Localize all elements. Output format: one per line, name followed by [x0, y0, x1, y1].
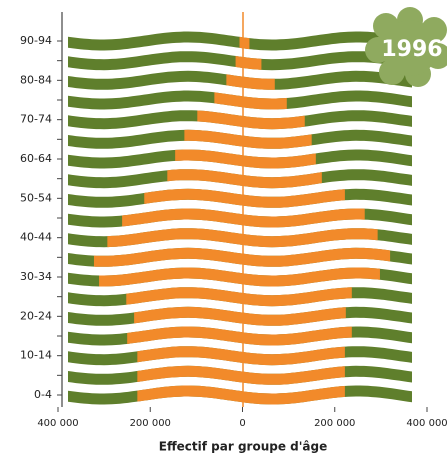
bar: [127, 326, 243, 346]
row: [68, 188, 412, 208]
bar: [242, 31, 250, 51]
row: [68, 31, 412, 51]
y-tick-label: 0-4: [34, 388, 52, 401]
y-tick-label: 90-94: [20, 34, 52, 47]
rows: [68, 31, 412, 405]
row: [68, 326, 412, 346]
y-tick-label: 70-74: [20, 113, 52, 126]
row: [68, 346, 412, 366]
row: [68, 267, 412, 287]
row: [68, 90, 412, 110]
bar: [242, 129, 312, 149]
row: [68, 385, 412, 405]
bar: [93, 247, 243, 267]
bar: [144, 188, 243, 208]
y-tick-label: 40-44: [20, 231, 52, 244]
row: [68, 306, 412, 326]
bar: [239, 31, 243, 51]
bar: [242, 247, 391, 267]
y-tick-label: 10-14: [20, 349, 52, 362]
x-tick-label: 400 000: [37, 418, 78, 429]
x-tick-label: 200 000: [130, 418, 171, 429]
y-tick-label: 80-84: [20, 73, 52, 86]
bar: [242, 51, 262, 71]
row: [68, 149, 412, 169]
row: [68, 247, 412, 267]
bar: [242, 149, 316, 169]
bar: [242, 70, 275, 90]
bar: [242, 110, 305, 130]
row: [68, 208, 412, 228]
bar: [242, 267, 380, 287]
x-tick-label: 200 000: [314, 418, 355, 429]
bar: [242, 169, 322, 189]
x-tick-label: 400 000: [406, 418, 447, 429]
y-tick-label: 50-54: [20, 191, 52, 204]
y-tick-label: 60-64: [20, 152, 52, 165]
bar: [242, 385, 345, 405]
bar: [99, 267, 243, 287]
annotation: 1996: [381, 37, 442, 62]
bar: [107, 228, 243, 248]
bar: [184, 129, 243, 149]
bar: [242, 208, 365, 228]
y-tick-label: 20-24: [20, 309, 52, 322]
bar: [242, 346, 345, 366]
bar: [137, 346, 243, 366]
row: [68, 365, 412, 385]
row: [68, 110, 412, 130]
bar: [242, 365, 345, 385]
bar: [242, 228, 378, 248]
bar: [137, 385, 243, 405]
bar: [242, 90, 287, 110]
row: [68, 228, 412, 248]
bar: [137, 365, 243, 385]
y-tick-label: 30-34: [20, 270, 52, 283]
row: [68, 169, 412, 189]
bar: [242, 306, 346, 326]
bar: [242, 287, 352, 307]
x-axis-label: Effectif par groupe d'âge: [159, 440, 328, 454]
x-tick-label: 0: [239, 418, 245, 429]
bar: [167, 169, 243, 189]
badge: 1996: [365, 7, 447, 87]
row: [68, 129, 412, 149]
bar: [242, 326, 352, 346]
bar: [197, 110, 243, 130]
bar: [134, 306, 243, 326]
row: [68, 51, 412, 71]
bar: [226, 70, 243, 90]
bar: [175, 149, 243, 169]
row: [68, 287, 412, 307]
bar: [242, 188, 345, 208]
bar: [214, 90, 243, 110]
bar: [122, 208, 243, 228]
bar: [235, 51, 243, 71]
row: [68, 70, 412, 90]
bar: [126, 287, 243, 307]
